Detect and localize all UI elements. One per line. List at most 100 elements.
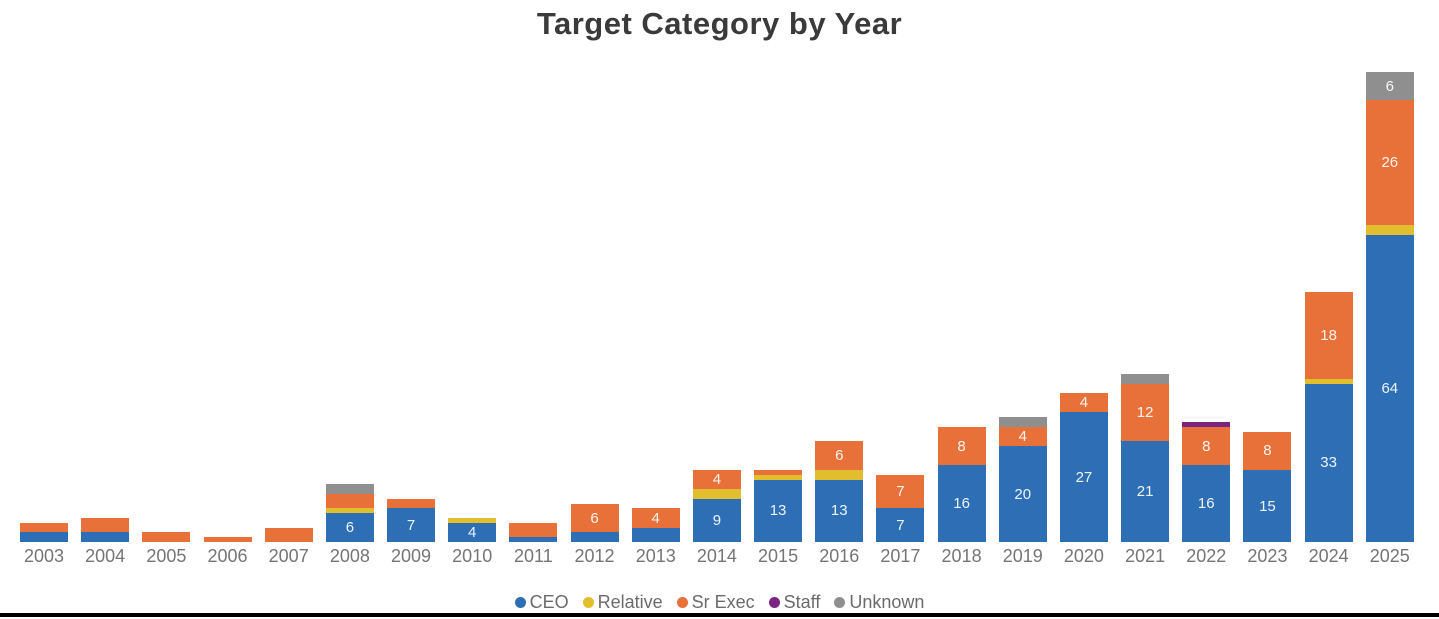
data-label: 26 xyxy=(1381,154,1399,172)
x-axis-labels: 2003 2004 2005 2006 2007 2008 2009 2010 2011 2012… xyxy=(20,546,1414,567)
x-axis-label-2018: 2018 xyxy=(941,546,982,566)
bar-2018[interactable]: 16 8 xyxy=(937,426,986,542)
bar-2003-segment-ceo[interactable] xyxy=(20,532,68,542)
data-label: 64 xyxy=(1381,379,1399,397)
bar-2025-segment-unknown[interactable]: 6 xyxy=(1365,71,1414,101)
bar-2012-segment-sr-exec[interactable]: 6 xyxy=(570,503,619,533)
bar-2014-segment-relative[interactable] xyxy=(692,489,741,499)
legend-item-ceo[interactable]: CEO xyxy=(514,592,569,613)
data-label: 4 xyxy=(468,523,477,541)
bar-2017-segment-ceo[interactable]: 7 xyxy=(876,508,925,542)
bar-2020-segment-ceo[interactable]: 27 xyxy=(1059,412,1108,542)
bar-2003-segment-sr-exec[interactable] xyxy=(20,522,68,533)
data-label: 7 xyxy=(896,483,905,501)
bar-2022[interactable]: 16 8 xyxy=(1182,422,1231,542)
legend-dot-staff xyxy=(768,597,780,608)
bar-2024-segment-ceo[interactable]: 33 xyxy=(1304,383,1353,542)
bar-2012-segment-ceo[interactable] xyxy=(570,532,619,542)
bar-2023-segment-sr-exec[interactable]: 8 xyxy=(1243,431,1292,470)
bar-2013-segment-ceo[interactable] xyxy=(631,527,680,542)
bar-2018-segment-ceo[interactable]: 16 xyxy=(937,465,986,542)
bar-2020-segment-sr-exec[interactable]: 4 xyxy=(1059,393,1108,413)
bar-2014-segment-ceo[interactable]: 9 xyxy=(692,498,741,542)
bar-2016-segment-relative[interactable] xyxy=(815,470,864,480)
bar-2004-segment-ceo[interactable] xyxy=(81,532,130,542)
bar-2009[interactable]: 7 xyxy=(387,498,436,542)
data-label: 8 xyxy=(1202,437,1211,455)
data-label: 8 xyxy=(957,437,966,455)
bar-2004[interactable] xyxy=(81,518,130,542)
bar-2019-segment-unknown[interactable] xyxy=(998,417,1047,427)
bar-2019[interactable]: 20 4 xyxy=(998,417,1047,542)
bar-2022-segment-ceo[interactable]: 16 xyxy=(1182,465,1231,542)
bar-2018-segment-sr-exec[interactable]: 8 xyxy=(937,426,986,466)
bar-2022-segment-staff[interactable] xyxy=(1182,422,1231,427)
legend-dot-relative xyxy=(582,597,594,608)
bar-2015-segment-sr-exec[interactable] xyxy=(754,470,803,475)
bar-2010-segment-ceo[interactable]: 4 xyxy=(448,522,497,542)
bar-2021[interactable]: 21 12 xyxy=(1121,374,1170,542)
bar-2008-segment-unknown[interactable] xyxy=(325,484,374,495)
bar-2011-segment-sr-exec[interactable] xyxy=(509,522,558,538)
legend-label: CEO xyxy=(529,592,569,612)
legend-item-staff[interactable]: Staff xyxy=(768,592,820,613)
bar-2008-segment-sr-exec[interactable] xyxy=(325,494,374,509)
bar-2013-segment-sr-exec[interactable]: 4 xyxy=(631,508,680,528)
bar-2016-segment-ceo[interactable]: 13 xyxy=(815,479,864,542)
bar-2008[interactable]: 6 xyxy=(325,484,374,542)
bar-2008-segment-relative[interactable] xyxy=(325,508,374,514)
bar-2024-segment-sr-exec[interactable]: 18 xyxy=(1304,292,1353,379)
bar-2015-segment-ceo[interactable]: 13 xyxy=(754,479,803,542)
x-axis-label-2024: 2024 xyxy=(1308,546,1349,566)
bar-2008-segment-ceo[interactable]: 6 xyxy=(325,513,374,542)
bar-2011[interactable] xyxy=(509,522,558,542)
bar-2019-segment-sr-exec[interactable]: 4 xyxy=(998,426,1047,446)
bar-2014-segment-sr-exec[interactable]: 4 xyxy=(692,470,741,490)
bar-2025-segment-sr-exec[interactable]: 26 xyxy=(1365,100,1414,226)
legend-item-relative[interactable]: Relative xyxy=(582,592,663,613)
bar-2013[interactable]: 4 xyxy=(631,508,680,542)
bar-2005[interactable] xyxy=(142,532,191,542)
bar-2021-segment-sr-exec[interactable]: 12 xyxy=(1121,383,1170,442)
bar-2024-segment-relative[interactable] xyxy=(1304,378,1353,384)
bar-2023-segment-ceo[interactable]: 15 xyxy=(1243,470,1292,542)
bar-2020[interactable]: 27 4 xyxy=(1059,393,1108,542)
bar-2007-segment-sr-exec[interactable] xyxy=(264,527,313,542)
bar-2021-segment-ceo[interactable]: 21 xyxy=(1121,441,1170,542)
x-axis-label-2016: 2016 xyxy=(819,546,860,566)
bar-2023[interactable]: 15 8 xyxy=(1243,431,1292,542)
bar-2015[interactable]: 13 xyxy=(754,470,803,542)
bar-2019-segment-ceo[interactable]: 20 xyxy=(998,446,1047,542)
bar-2009-segment-sr-exec[interactable] xyxy=(387,498,436,509)
bar-2010[interactable]: 4 xyxy=(448,518,497,542)
bar-2004-segment-sr-exec[interactable] xyxy=(81,518,130,533)
bar-2006[interactable] xyxy=(203,537,252,542)
bar-2021-segment-unknown[interactable] xyxy=(1121,374,1170,384)
bar-2025-segment-relative[interactable] xyxy=(1365,225,1414,235)
bar-2005-segment-sr-exec[interactable] xyxy=(142,532,191,542)
data-label: 33 xyxy=(1320,454,1337,472)
bar-2016-segment-sr-exec[interactable]: 6 xyxy=(815,441,864,471)
data-label: 6 xyxy=(835,447,844,465)
bar-2015-segment-relative[interactable] xyxy=(754,474,803,480)
bar-2010-segment-relative[interactable] xyxy=(448,518,497,523)
bar-2009-segment-ceo[interactable]: 7 xyxy=(387,508,436,542)
legend-item-sr-exec[interactable]: Sr Exec xyxy=(676,592,755,613)
bar-2024[interactable]: 33 18 xyxy=(1304,292,1353,542)
data-label: 13 xyxy=(769,502,787,520)
bar-2011-segment-ceo[interactable] xyxy=(509,537,558,542)
legend-item-unknown[interactable]: Unknown xyxy=(834,592,924,613)
x-axis-label-2006: 2006 xyxy=(207,546,248,566)
bar-2017-segment-sr-exec[interactable]: 7 xyxy=(876,474,925,509)
bar-2006-segment-sr-exec[interactable] xyxy=(203,537,252,542)
bar-2025[interactable]: 64 26 6 xyxy=(1365,71,1414,542)
x-axis-label-2010: 2010 xyxy=(452,546,493,566)
bar-2025-segment-ceo[interactable]: 64 xyxy=(1365,234,1414,542)
bar-2012[interactable]: 6 xyxy=(570,503,619,542)
bar-2003[interactable] xyxy=(20,522,68,542)
bar-2007[interactable] xyxy=(264,527,313,542)
bar-2022-segment-sr-exec[interactable]: 8 xyxy=(1182,426,1231,466)
bar-2016[interactable]: 13 6 xyxy=(815,441,864,542)
